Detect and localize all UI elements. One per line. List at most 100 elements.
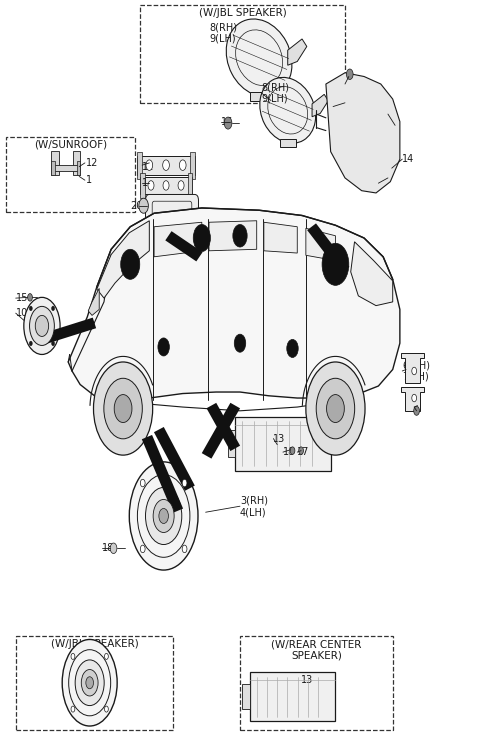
Circle shape	[175, 543, 181, 553]
Circle shape	[412, 367, 417, 375]
Text: (W/SUNROOF): (W/SUNROOF)	[34, 139, 107, 149]
Polygon shape	[401, 387, 424, 411]
Circle shape	[29, 306, 32, 311]
Circle shape	[52, 306, 55, 311]
Circle shape	[140, 480, 145, 487]
Text: 2: 2	[414, 402, 420, 412]
FancyBboxPatch shape	[145, 195, 199, 237]
Circle shape	[153, 499, 174, 532]
Polygon shape	[88, 288, 99, 315]
Circle shape	[148, 181, 154, 190]
Polygon shape	[312, 94, 328, 117]
Circle shape	[159, 508, 168, 523]
Circle shape	[290, 447, 295, 455]
Bar	[140, 173, 144, 198]
Circle shape	[178, 181, 184, 190]
Circle shape	[193, 225, 210, 252]
Polygon shape	[280, 139, 296, 147]
Text: 18: 18	[102, 544, 114, 553]
Polygon shape	[97, 221, 149, 298]
Text: 8(RH)
9(LH): 8(RH) 9(LH)	[262, 82, 289, 104]
Circle shape	[347, 69, 353, 79]
Polygon shape	[250, 91, 269, 101]
Circle shape	[105, 706, 108, 712]
Circle shape	[146, 160, 153, 170]
Circle shape	[71, 706, 75, 712]
Ellipse shape	[226, 19, 292, 97]
Text: 5: 5	[86, 667, 93, 676]
Circle shape	[62, 639, 117, 726]
Bar	[72, 151, 80, 175]
Text: 20: 20	[130, 201, 143, 210]
Text: 1: 1	[142, 178, 148, 188]
Bar	[235, 417, 331, 471]
Polygon shape	[326, 72, 400, 193]
Text: (W/JBL SPEAKER): (W/JBL SPEAKER)	[50, 639, 138, 649]
Circle shape	[182, 545, 187, 553]
Text: 12: 12	[86, 158, 99, 168]
Circle shape	[71, 654, 75, 660]
Circle shape	[145, 487, 182, 544]
Text: 16: 16	[221, 117, 233, 127]
Text: 3(RH)
4(LH): 3(RH) 4(LH)	[240, 495, 268, 517]
Circle shape	[306, 362, 365, 455]
Circle shape	[224, 117, 232, 129]
Bar	[76, 161, 80, 176]
Text: 10: 10	[16, 308, 28, 318]
Text: 19: 19	[345, 79, 357, 89]
Polygon shape	[68, 208, 400, 400]
Circle shape	[182, 480, 187, 487]
Polygon shape	[264, 222, 297, 253]
Circle shape	[326, 394, 344, 422]
Bar	[188, 173, 192, 198]
Bar	[228, 431, 235, 458]
Circle shape	[28, 293, 33, 301]
Circle shape	[234, 334, 246, 352]
Text: 11: 11	[180, 225, 192, 235]
Text: 8(RH)
9(LH): 8(RH) 9(LH)	[209, 22, 237, 44]
Circle shape	[233, 225, 247, 247]
Circle shape	[52, 342, 55, 345]
Bar	[190, 152, 195, 179]
Circle shape	[129, 462, 198, 570]
Circle shape	[104, 379, 142, 439]
Circle shape	[24, 297, 60, 354]
Circle shape	[94, 362, 153, 455]
Circle shape	[75, 660, 104, 706]
Circle shape	[120, 250, 140, 279]
Circle shape	[180, 160, 186, 170]
Circle shape	[86, 677, 94, 688]
Polygon shape	[306, 228, 336, 261]
Polygon shape	[154, 222, 202, 257]
Bar	[16, 636, 173, 730]
Ellipse shape	[260, 78, 316, 143]
Circle shape	[163, 160, 169, 170]
Text: 21: 21	[173, 544, 186, 553]
Circle shape	[140, 545, 145, 553]
Circle shape	[81, 670, 98, 696]
Circle shape	[139, 198, 148, 213]
Text: (W/JBL SPEAKER): (W/JBL SPEAKER)	[199, 8, 286, 18]
Circle shape	[414, 406, 420, 415]
Circle shape	[30, 306, 54, 345]
Circle shape	[114, 394, 132, 422]
Bar	[6, 136, 135, 212]
Circle shape	[163, 181, 169, 190]
Bar	[240, 636, 393, 730]
Text: 12: 12	[142, 161, 155, 172]
Bar	[140, 5, 345, 103]
Bar	[242, 685, 250, 709]
Text: 18: 18	[283, 447, 295, 457]
Bar	[51, 165, 80, 171]
Circle shape	[412, 394, 417, 402]
Text: (W/REAR CENTER
SPEAKER): (W/REAR CENTER SPEAKER)	[271, 639, 361, 661]
Circle shape	[110, 543, 117, 553]
Text: 1: 1	[86, 175, 93, 185]
Polygon shape	[351, 242, 393, 305]
Text: 15: 15	[16, 293, 28, 303]
Polygon shape	[401, 353, 424, 383]
Polygon shape	[288, 39, 307, 66]
Text: 13: 13	[300, 675, 313, 685]
Circle shape	[299, 447, 303, 455]
Text: 14: 14	[402, 154, 415, 164]
